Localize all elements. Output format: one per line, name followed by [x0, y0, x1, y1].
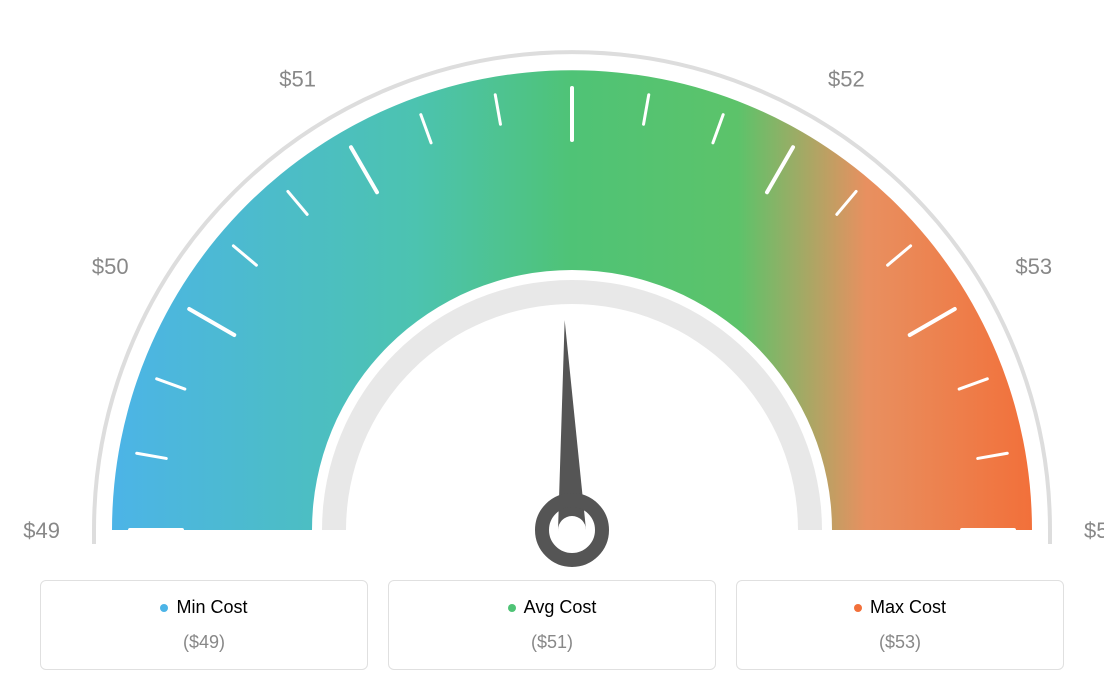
legend-value-min: ($49) — [61, 632, 347, 653]
legend-label-avg: Avg Cost — [508, 597, 597, 618]
legend-dot-max — [854, 604, 862, 612]
legend-item-min: Min Cost ($49) — [40, 580, 368, 670]
svg-text:$50: $50 — [92, 254, 129, 279]
svg-text:$49: $49 — [23, 518, 60, 543]
legend-text-max: Max Cost — [870, 597, 946, 618]
gauge-chart-container: $49$50$51$51$52$53$53 Min Cost ($49) Avg… — [0, 0, 1104, 690]
legend-dot-avg — [508, 604, 516, 612]
legend-label-max: Max Cost — [854, 597, 946, 618]
svg-text:$53: $53 — [1084, 518, 1104, 543]
legend-item-avg: Avg Cost ($51) — [388, 580, 716, 670]
gauge-area: $49$50$51$51$52$53$53 — [20, 20, 1084, 580]
svg-text:$53: $53 — [1015, 254, 1052, 279]
svg-text:$52: $52 — [828, 67, 865, 92]
legend-text-avg: Avg Cost — [524, 597, 597, 618]
legend-text-min: Min Cost — [176, 597, 247, 618]
svg-text:$51: $51 — [279, 67, 316, 92]
legend-value-max: ($53) — [757, 632, 1043, 653]
legend-value-avg: ($51) — [409, 632, 695, 653]
gauge-svg: $49$50$51$51$52$53$53 — [20, 20, 1104, 580]
legend: Min Cost ($49) Avg Cost ($51) Max Cost (… — [20, 580, 1084, 670]
legend-item-max: Max Cost ($53) — [736, 580, 1064, 670]
legend-dot-min — [160, 604, 168, 612]
legend-label-min: Min Cost — [160, 597, 247, 618]
